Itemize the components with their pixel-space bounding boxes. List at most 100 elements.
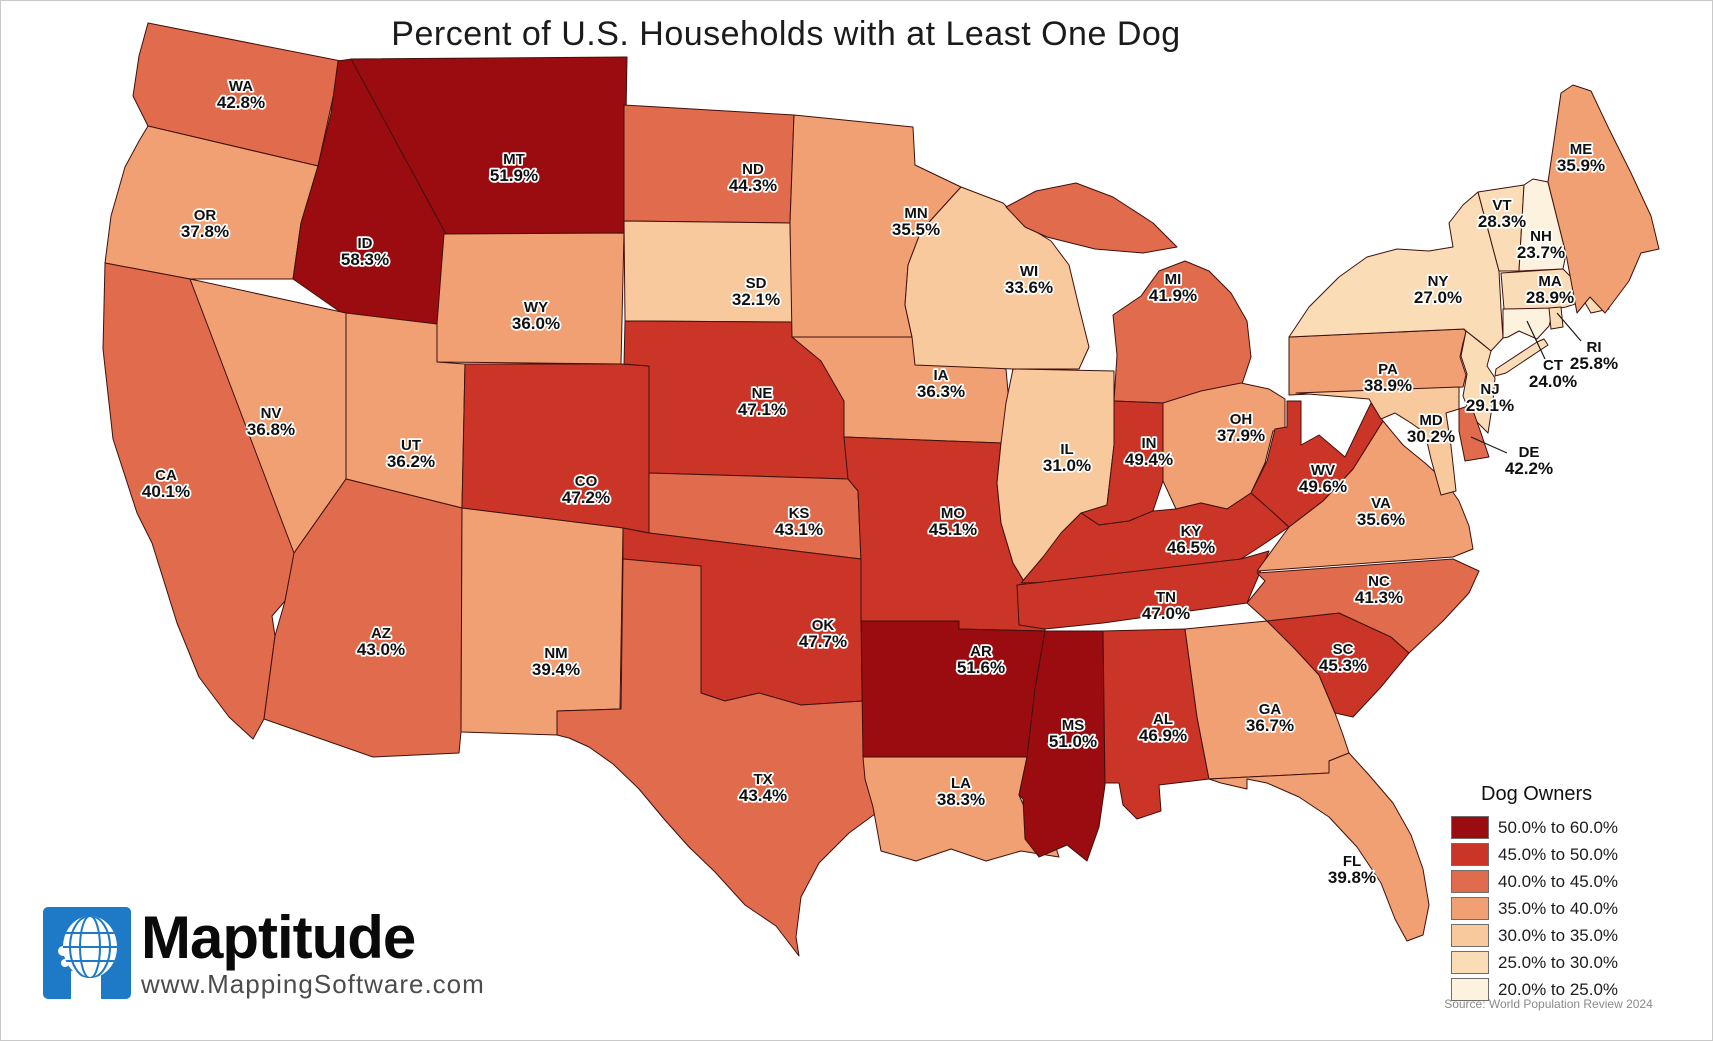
state-abbr-label: ND xyxy=(742,161,764,178)
state-nc[interactable] xyxy=(1246,558,1480,654)
legend: Dog Owners 50.0% to 60.0% 45.0% to 50.0% 4… xyxy=(1451,783,1666,1003)
state-value-label: 40.1% xyxy=(142,482,190,501)
state-abbr-label: VA xyxy=(1371,495,1391,512)
legend-label: 50.0% to 60.0% xyxy=(1498,817,1619,837)
state-abbr-label: OR xyxy=(194,207,217,224)
legend-row: 30.0% to 35.0% xyxy=(1451,922,1666,949)
callout-lines xyxy=(1470,312,1582,454)
state-wv[interactable] xyxy=(1250,400,1384,528)
state-value-label: 49.4% xyxy=(1125,450,1173,469)
state-tx[interactable] xyxy=(556,558,880,957)
state-value-label: 37.8% xyxy=(181,222,229,241)
map-title: Percent of U.S. Households with at Least… xyxy=(391,15,1181,53)
state-abbr-label: TX xyxy=(753,771,772,788)
state-mi[interactable] xyxy=(1112,260,1252,404)
state-abbr-label: SC xyxy=(1333,641,1354,658)
legend-label: 30.0% to 35.0% xyxy=(1498,925,1619,945)
state-value-label: 38.9% xyxy=(1364,376,1412,395)
logo-wordmark: Maptitude xyxy=(141,904,416,971)
state-nm[interactable] xyxy=(460,507,624,736)
state-abbr-label: DE xyxy=(1519,444,1540,461)
legend-rows: 50.0% to 60.0% 45.0% to 50.0% 40.0% to 45.… xyxy=(1451,814,1666,1003)
state-ri[interactable] xyxy=(1548,306,1564,330)
state-abbr-label: OH xyxy=(1230,411,1253,428)
state-value-label: 39.8% xyxy=(1328,868,1376,887)
legend-swatch xyxy=(1451,816,1489,839)
maptitude-logo: Maptitude www.MappingSoftware.com xyxy=(43,907,485,999)
legend-swatch xyxy=(1451,978,1489,1001)
state-value-label: 24.0% xyxy=(1529,372,1577,391)
state-value-label: 51.6% xyxy=(957,658,1005,677)
state-abbr-label: IA xyxy=(934,367,949,384)
state-abbr-label: MA xyxy=(1538,273,1561,290)
state-abbr-label: CA xyxy=(155,467,177,484)
state-value-label: 44.3% xyxy=(729,176,777,195)
state-value-label: 27.0% xyxy=(1414,288,1462,307)
state-abbr-label: LA xyxy=(951,775,971,792)
state-abbr-label: NE xyxy=(752,385,773,402)
legend-swatch xyxy=(1451,951,1489,974)
legend-row: 40.0% to 45.0% xyxy=(1451,868,1666,895)
state-tn[interactable] xyxy=(1016,550,1270,630)
state-co[interactable] xyxy=(461,363,650,534)
state-abbr-label: FL xyxy=(1343,853,1361,870)
state-abbr-label: SD xyxy=(746,275,767,292)
state-value-label: 43.0% xyxy=(357,640,405,659)
ct-callout-line xyxy=(1526,320,1546,360)
state-abbr-label: MT xyxy=(503,151,525,168)
state-abbr-label: MS xyxy=(1062,717,1085,734)
state-ca[interactable] xyxy=(102,262,297,740)
state-value-label: 47.0% xyxy=(1142,604,1190,623)
state-value-label: 25.8% xyxy=(1570,354,1618,373)
state-value-label: 30.2% xyxy=(1407,427,1455,446)
state-abbr-label: NV xyxy=(261,405,282,422)
state-abbr-label: NC xyxy=(1368,573,1390,590)
legend-row: 50.0% to 60.0% xyxy=(1451,814,1666,841)
state-abbr-label: VT xyxy=(1492,197,1511,214)
state-abbr-label: AL xyxy=(1153,711,1173,728)
state-abbr-label: RI xyxy=(1587,339,1602,356)
state-value-label: 49.6% xyxy=(1299,477,1347,496)
state-md[interactable] xyxy=(1295,386,1460,496)
state-value-label: 43.4% xyxy=(739,786,787,805)
state-abbr-label: WY xyxy=(524,299,548,316)
state-value-label: 35.9% xyxy=(1557,156,1605,175)
state-value-label: 38.3% xyxy=(937,790,985,809)
state-abbr-label: IN xyxy=(1142,435,1157,452)
state-abbr-label: WA xyxy=(229,78,253,95)
state-la[interactable] xyxy=(862,756,1060,862)
state-value-label: 33.6% xyxy=(1005,278,1053,297)
state-abbr-label: NM xyxy=(544,645,567,662)
state-nd[interactable] xyxy=(623,104,795,224)
legend-label: 35.0% to 40.0% xyxy=(1498,898,1619,918)
legend-title: Dog Owners xyxy=(1481,783,1593,805)
state-ms[interactable] xyxy=(1018,630,1106,862)
state-wy[interactable] xyxy=(436,232,625,365)
state-value-label: 47.2% xyxy=(562,488,610,507)
state-ny-long-island[interactable] xyxy=(1494,338,1549,377)
state-abbr-label: IL xyxy=(1060,441,1073,458)
legend-label: 40.0% to 45.0% xyxy=(1498,871,1619,891)
state-value-label: 58.3% xyxy=(341,250,389,269)
legend-swatch xyxy=(1451,843,1489,866)
de-callout-line xyxy=(1470,436,1508,454)
state-fl[interactable] xyxy=(1208,752,1430,942)
state-de[interactable] xyxy=(1458,404,1490,462)
state-me[interactable] xyxy=(1547,84,1660,314)
state-abbr-label: MD xyxy=(1419,412,1442,429)
state-value-label: 35.6% xyxy=(1357,510,1405,529)
state-abbr-label: KY xyxy=(1181,523,1202,540)
state-value-label: 28.3% xyxy=(1478,212,1526,231)
state-value-label: 46.5% xyxy=(1167,538,1215,557)
state-value-label: 29.1% xyxy=(1466,396,1514,415)
state-abbr-label: CO xyxy=(575,473,598,490)
state-abbr-label: NJ xyxy=(1480,381,1499,398)
state-value-label: 42.2% xyxy=(1505,459,1553,478)
state-ny[interactable] xyxy=(1288,191,1504,352)
state-ar[interactable] xyxy=(860,620,1046,758)
state-mi-upper-peninsula[interactable] xyxy=(1005,182,1178,254)
state-value-label: 51.9% xyxy=(490,166,538,185)
legend-label: 20.0% to 25.0% xyxy=(1498,979,1619,999)
